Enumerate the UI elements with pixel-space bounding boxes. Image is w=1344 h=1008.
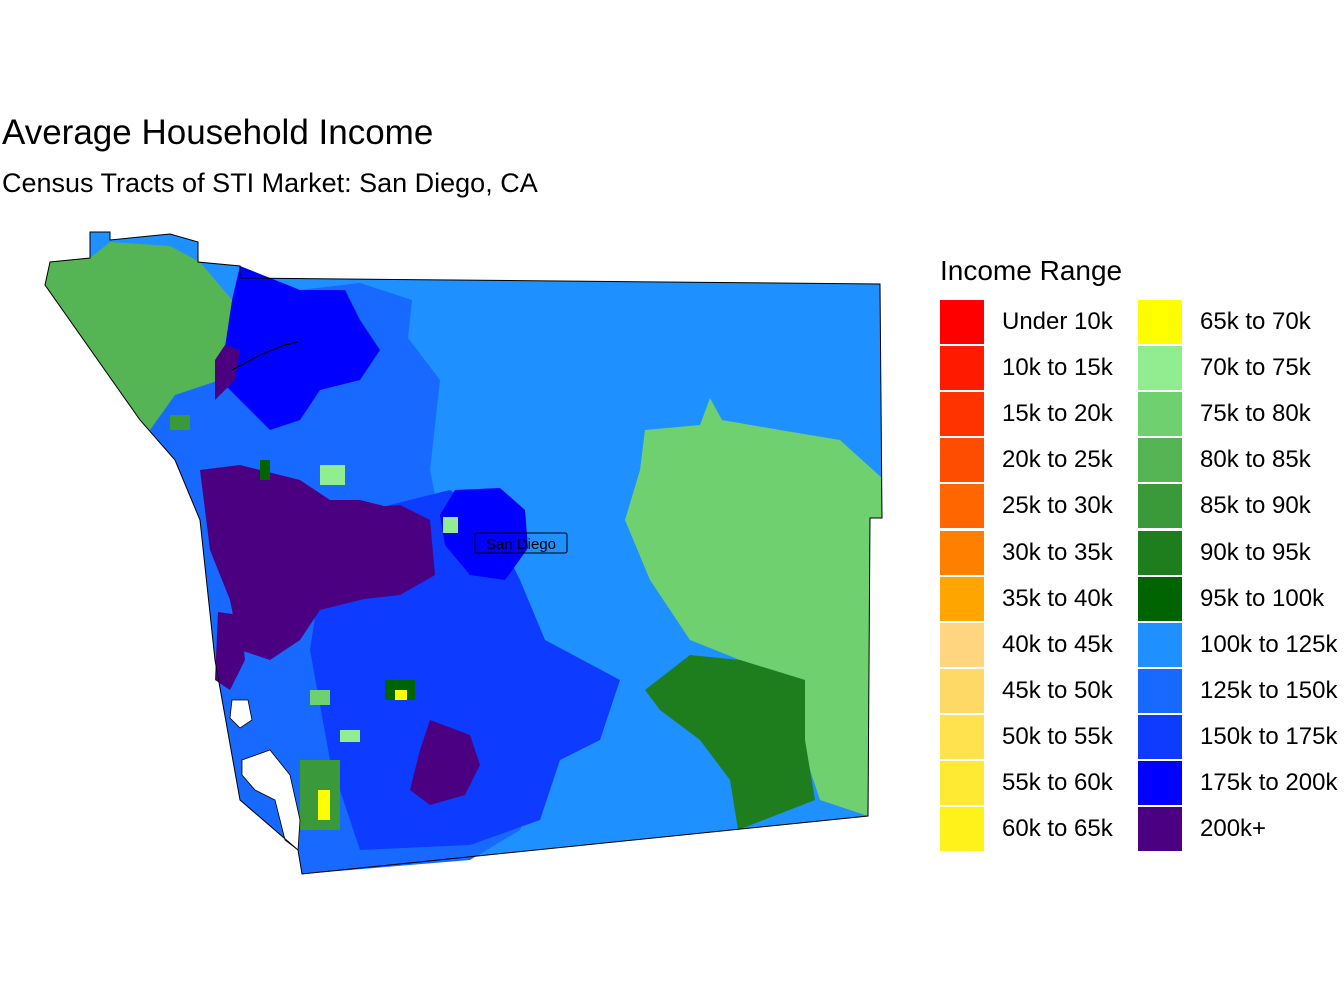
legend-swatch [940, 392, 984, 437]
legend-label: 10k to 15k [1002, 354, 1113, 382]
legend-label: 15k to 20k [1002, 400, 1113, 428]
city-label: San Diego [486, 536, 556, 553]
region-coastal-purple [215, 612, 245, 690]
legend-swatch [940, 622, 984, 667]
legend-swatch [940, 300, 984, 344]
legend-title: Income Range [940, 255, 1123, 286]
legend-swatch [1138, 300, 1182, 344]
pendleton-border [231, 341, 299, 371]
county-outline [44, 231, 883, 875]
legend-label: 80k to 85k [1200, 446, 1311, 474]
mission-bay [229, 699, 253, 729]
legend-swatch [940, 438, 984, 483]
region-camp-pendleton [45, 242, 232, 430]
legend-label: 35k to 40k [1002, 584, 1113, 612]
legend-swatch [940, 761, 984, 805]
map-title: Average Household Income [2, 113, 434, 152]
region-southeast [645, 655, 815, 830]
legend-label: Under 10k [1002, 308, 1113, 335]
map-subtitle: Census Tracts of STI Market: San Diego, … [2, 168, 538, 198]
legend-swatch [1138, 668, 1182, 713]
legend-swatch [1138, 530, 1182, 575]
region-north-blue [220, 266, 380, 430]
legend-label: 40k to 45k [1002, 630, 1113, 658]
legend-label: 125k to 150k [1200, 676, 1338, 704]
legend-label: 95k to 100k [1200, 584, 1325, 612]
legend-swatch [940, 576, 984, 621]
legend-label: 150k to 175k [1200, 722, 1338, 750]
city-label-box [474, 532, 568, 554]
legend-label: 90k to 95k [1200, 538, 1311, 566]
legend-swatch [940, 807, 984, 852]
legend-label: 60k to 65k [1002, 815, 1113, 843]
region-south-purple [410, 720, 480, 805]
legend-swatch [1138, 761, 1182, 805]
legend-label: 100k to 125k [1200, 630, 1338, 658]
city-label-group: San Diego [474, 532, 568, 554]
tract-small-i [310, 690, 330, 705]
tract-small-b [260, 460, 270, 480]
legend-swatch [1138, 714, 1182, 759]
region-anza-borrego [625, 398, 882, 816]
legend-swatch [1138, 576, 1182, 621]
legend-swatch [940, 530, 984, 575]
legend-swatch [1138, 438, 1182, 483]
region-poway-purple [340, 505, 435, 600]
legend-label: 30k to 35k [1002, 538, 1113, 566]
legend-swatch [1138, 807, 1182, 852]
legend-swatch [940, 714, 984, 759]
legend-swatch [1138, 392, 1182, 437]
legend-label: 85k to 90k [1200, 492, 1311, 520]
legend-label: 55k to 60k [1002, 769, 1113, 796]
tract-small-a [443, 517, 458, 533]
region-ramona [440, 488, 528, 580]
legend-swatch [940, 346, 984, 391]
tract-small-h [340, 730, 360, 742]
tract-small-c [320, 465, 345, 485]
legend-label: 75k to 80k [1200, 400, 1311, 428]
tract-small-g [318, 790, 330, 820]
legend-label: 70k to 75k [1200, 354, 1311, 382]
legend-swatch [1138, 346, 1182, 391]
legend-swatch [1138, 622, 1182, 667]
legend-label: 20k to 25k [1002, 446, 1113, 474]
tract-small-j [170, 415, 190, 430]
legend-label: 25k to 30k [1002, 492, 1113, 520]
legend-label: 175k to 200k [1200, 769, 1338, 796]
legend-swatch [1138, 484, 1182, 529]
legend-swatch [940, 484, 984, 529]
legend-label: 200k+ [1200, 815, 1267, 843]
legend-swatch [940, 668, 984, 713]
legend-label: 65k to 70k [1200, 308, 1311, 335]
legend-label: 50k to 55k [1002, 722, 1113, 750]
region-inland-north [215, 345, 240, 400]
tract-small-e [395, 690, 407, 700]
legend-label: 45k to 50k [1002, 676, 1113, 704]
